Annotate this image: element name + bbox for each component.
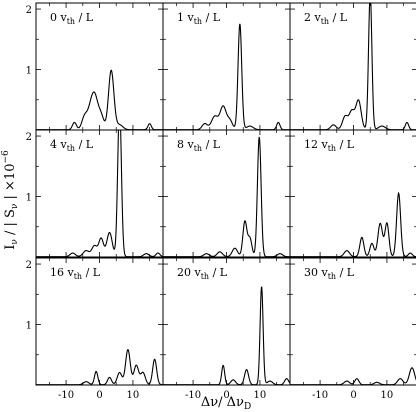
panel-3: 1 2 4 vth / L [26, 129, 164, 258]
panel-label-sub: th [328, 272, 336, 281]
panel-label: 20 vth / L [177, 266, 228, 281]
y-axis-label-sub2: ν [10, 204, 20, 209]
panel-label: 0 vth / L [50, 11, 94, 26]
panel-label-sub: th [201, 272, 209, 281]
y-axis-label-sup: −6 [1, 150, 11, 164]
spectrum-line [36, 69, 163, 130]
spectrum-line [36, 130, 163, 257]
spectrum-line [163, 136, 290, 257]
y-tick-label: 2 [26, 5, 32, 16]
panel-label-sub: th [74, 272, 82, 281]
panel-label-sub: th [67, 144, 75, 153]
spectrum-line [290, 191, 416, 257]
panel-label-rest: / L [75, 138, 94, 151]
y-axis-label-end: | ×10 [3, 164, 18, 204]
x-tick-label: -10 [185, 390, 201, 401]
y-tick-label: 1 [26, 193, 32, 204]
panel-label-rest: / L [329, 11, 348, 24]
panel-label: 4 vth / L [50, 138, 94, 153]
y-axis-label-main: I [3, 245, 18, 250]
spectrum-line [290, 367, 416, 385]
panel-label-number: 30 v [304, 266, 328, 279]
y-tick-label: 1 [26, 321, 32, 332]
panel-label-sub: th [328, 144, 336, 153]
panel-label: 1 vth / L [177, 11, 221, 26]
panel-5: 12 vth / L [289, 129, 416, 258]
panel-label: 16 vth / L [50, 266, 101, 281]
y-axis-label-sub1: ν [10, 239, 20, 244]
x-tick-label: -10 [58, 390, 74, 401]
panel-2: 2 vth / L [289, 2, 416, 131]
y-axis-label: Iν / | Sν | ×10−6 [1, 150, 20, 250]
panel-label-sub: th [194, 144, 202, 153]
panel-label-rest: / L [75, 11, 94, 24]
x-axis-label: Δν/ ΔνD [201, 395, 251, 412]
panel-0: 1 2 0 vth / L [26, 2, 164, 131]
y-axis-label-mid: / | S [3, 209, 18, 239]
panel-label-number: 0 v [50, 11, 67, 24]
y-tick-label: 2 [26, 132, 32, 143]
panel-label: 30 vth / L [304, 266, 355, 281]
panel-label-number: 20 v [177, 266, 201, 279]
x-tick-label: 10 [381, 390, 394, 401]
panel-4: 8 vth / L [162, 129, 291, 258]
y-tick-label: 2 [26, 260, 32, 271]
panel-1: 1 vth / L [162, 2, 291, 131]
x-tick-label: 0 [350, 390, 356, 401]
x-tick-label: 0 [223, 390, 229, 401]
panel-label-rest: / L [82, 266, 101, 279]
panel-7: -10 0 10 20 vth / L [162, 257, 291, 401]
x-axis-label-sub: D [244, 402, 251, 412]
spectrum-line [163, 286, 290, 385]
panel-label-rest: / L [202, 11, 221, 24]
spectrum-line [163, 23, 290, 130]
y-tick-label: 1 [26, 66, 32, 77]
panel-label-rest: / L [336, 266, 355, 279]
panel-label-number: 4 v [50, 138, 67, 151]
panel-label: 12 vth / L [304, 138, 355, 153]
panel-6: -10 0 10 1 2 16 vth / L [26, 257, 164, 401]
x-axis-label-main: Δν/ Δν [201, 395, 244, 410]
panel-label-rest: / L [209, 266, 228, 279]
panel-label-number: 2 v [304, 11, 321, 24]
panel-label-number: 1 v [177, 11, 194, 24]
panel-label-sub: th [67, 17, 75, 26]
panel-label-number: 12 v [304, 138, 328, 151]
panel-label-sub: th [321, 17, 329, 26]
panel-label-number: 16 v [50, 266, 74, 279]
panel-label-sub: th [194, 17, 202, 26]
panel-label: 8 vth / L [177, 138, 221, 153]
x-tick-label: 10 [254, 390, 267, 401]
x-tick-label: -10 [312, 390, 328, 401]
panel-label-number: 8 v [177, 138, 194, 151]
x-tick-label: 10 [127, 390, 140, 401]
x-tick-label: 0 [96, 390, 102, 401]
panel-label: 2 vth / L [304, 11, 348, 26]
panel-label-rest: / L [336, 138, 355, 151]
spectrum-line [36, 349, 163, 385]
panel-label-rest: / L [202, 138, 221, 151]
panel-8: -10 0 10 30 vth / L [289, 257, 416, 401]
